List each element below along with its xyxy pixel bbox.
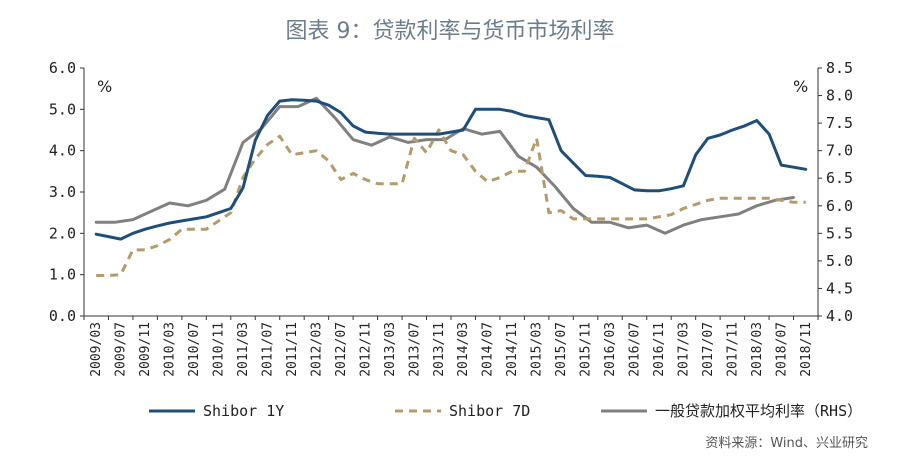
x-tick-label: 2015/11 [579, 322, 594, 377]
x-tick-label: 2014/03 [456, 322, 471, 377]
right-tick-label: 6.5 [826, 169, 853, 187]
x-tick-label: 2017/07 [701, 322, 716, 377]
x-tick-label: 2017/11 [725, 322, 740, 377]
left-tick-label: 1.0 [49, 266, 76, 284]
series-layer [94, 96, 808, 277]
series-line-2 [96, 128, 806, 277]
right-tick-label: 6.0 [826, 197, 853, 215]
x-tick-label: 2016/07 [628, 322, 643, 377]
x-tick-label: 2014/07 [481, 322, 496, 377]
left-axis-unit: % [97, 77, 112, 96]
x-tick-label: 2011/03 [236, 322, 251, 377]
series-line-3 [94, 96, 795, 235]
source-note: 资料来源：Wind、兴业研究 [705, 436, 868, 451]
x-tick-label: 2018/07 [774, 322, 789, 377]
x-tick-label: 2016/03 [603, 322, 618, 377]
x-tick-label: 2009/03 [89, 322, 104, 377]
x-tick-label: 2010/03 [163, 322, 178, 377]
right-tick-label: 8.0 [826, 87, 853, 105]
x-tick-label: 2013/07 [407, 322, 422, 377]
legend: Shibor 1Y Shibor 7D 一般贷款加权平均利率（RHS） [149, 402, 862, 420]
right-tick-label: 5.5 [826, 224, 853, 242]
legend-label-3: 一般贷款加权平均利率（RHS） [655, 402, 862, 420]
left-tick-label: 6.0 [49, 59, 76, 77]
x-tick-label: 2010/07 [187, 322, 202, 377]
left-tick-label: 2.0 [49, 224, 76, 242]
left-tick-label: 3.0 [49, 183, 76, 201]
x-tick-label: 2013/03 [383, 322, 398, 377]
right-axis-unit: % [793, 77, 808, 96]
x-tick-label: 2015/03 [530, 322, 545, 377]
left-axis-ticks: 0.0 1.0 2.0 3.0 4.0 5.0 6.0 [49, 59, 84, 325]
right-tick-label: 7.0 [826, 142, 853, 160]
right-tick-label: 7.5 [826, 114, 853, 132]
x-tick-label: 2018/03 [750, 322, 765, 377]
x-tick-label: 2012/07 [334, 322, 349, 377]
chart-title: 图表 9：贷款利率与货币市场利率 [286, 19, 615, 44]
legend-label-2: Shibor 7D [449, 402, 530, 420]
left-tick-label: 5.0 [49, 100, 76, 118]
left-tick-label: 4.0 [49, 142, 76, 160]
x-tick-label: 2012/03 [309, 322, 324, 377]
x-tick-label: 2014/11 [505, 322, 520, 377]
left-tick-label: 0.0 [49, 307, 76, 325]
x-tick-label: 2011/11 [285, 322, 300, 377]
x-tick-label: 2012/11 [358, 322, 373, 377]
axes [83, 68, 819, 317]
right-tick-label: 8.5 [826, 59, 853, 77]
x-tick-label: 2011/07 [261, 322, 276, 377]
x-tick-label: 2009/11 [138, 322, 153, 377]
x-tick-label: 2009/07 [114, 322, 129, 377]
x-tick-label: 2017/03 [676, 322, 691, 377]
x-tick-label: 2016/11 [652, 322, 667, 377]
x-tick-label: 2018/11 [799, 322, 814, 377]
x-axis-ticks: 2009/03 2009/07 2009/11 2010/03 2010/07 2010/… [83, 316, 819, 377]
right-tick-label: 4.5 [826, 279, 853, 297]
x-tick-label: 2013/11 [432, 322, 447, 377]
right-tick-label: 5.0 [826, 252, 853, 270]
right-tick-label: 4.0 [826, 307, 853, 325]
x-tick-label: 2010/11 [212, 322, 227, 377]
x-tick-label: 2015/07 [554, 322, 569, 377]
right-axis-ticks: 4.0 4.5 5.0 5.5 6.0 6.5 7.0 7.5 8.0 8.5 [818, 59, 853, 325]
series-line-1 [94, 98, 808, 241]
legend-label-1: Shibor 1Y [203, 402, 284, 420]
